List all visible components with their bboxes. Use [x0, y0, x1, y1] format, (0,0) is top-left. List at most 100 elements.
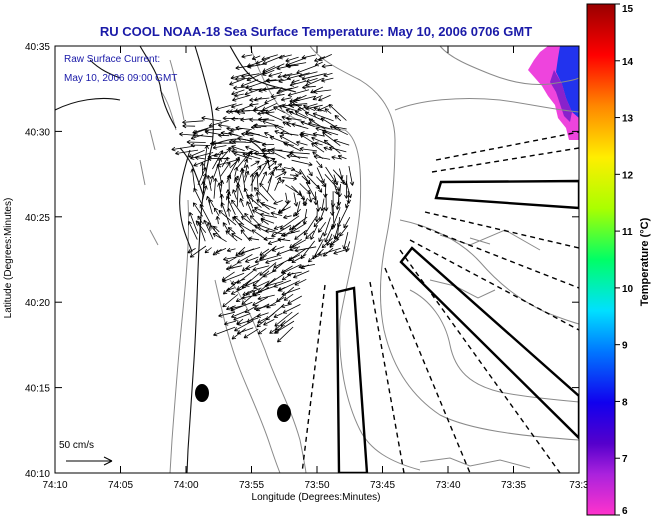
current-vector-arrow [206, 175, 212, 191]
current-vector-arrow [287, 89, 310, 97]
current-vector-arrow [307, 190, 313, 203]
current-vector-arrow [228, 131, 243, 138]
current-vector-arrow [245, 145, 260, 153]
current-vector-arrow [286, 153, 308, 159]
current-vector-arrow [238, 247, 261, 256]
current-vector-arrow [253, 280, 270, 289]
current-vector-arrow [257, 159, 269, 178]
current-vector-arrow [225, 230, 238, 242]
current-vector-arrow [281, 264, 302, 274]
current-vector-arrow [320, 117, 341, 131]
current-vector-arrow [339, 225, 349, 237]
y-tick-label: 40:10 [25, 469, 50, 480]
colorbar-tick-label: 14 [622, 57, 634, 68]
current-vector-arrow [280, 130, 299, 136]
y-axis-label: Latitude (Degrees:Minutes) [3, 198, 14, 319]
current-vector-arrow [299, 133, 316, 145]
current-vector-arrow [278, 54, 292, 60]
current-vector-arrow [232, 189, 237, 200]
current-vector-arrow [244, 212, 252, 223]
current-vector-arrow [314, 61, 323, 67]
current-vector-arrow [230, 72, 251, 80]
annotation-line-1: Raw Surface Current: [64, 54, 160, 65]
current-vector-arrow [262, 69, 275, 76]
current-vector-arrow [273, 312, 283, 318]
current-vector-arrow [231, 233, 243, 241]
current-vector-arrow [286, 271, 302, 277]
current-vector-arrow [324, 174, 341, 191]
current-vector-arrow [232, 139, 252, 144]
current-vector-arrow [322, 131, 341, 147]
colorbar-label: Temperature (°C) [639, 217, 651, 306]
current-vector-arrow [246, 201, 254, 217]
current-vector-arrow [294, 110, 315, 122]
current-vector-arrow [331, 155, 342, 160]
current-vector-arrow [318, 232, 324, 243]
current-vector-arrow [206, 195, 213, 215]
current-vector-arrow [312, 239, 324, 260]
colorbar-tick-label: 10 [622, 284, 634, 295]
current-vector-arrow [234, 177, 244, 200]
current-vector-arrow [320, 198, 325, 212]
current-vector-arrow [194, 155, 206, 161]
station-dot-2 [277, 404, 291, 422]
current-vector-arrow [259, 262, 277, 276]
current-vector-arrow [237, 254, 253, 264]
current-vector-arrow [348, 166, 355, 186]
x-tick-label: 73:50 [304, 480, 329, 491]
current-vector-arrow [213, 207, 220, 217]
current-vector-arrow [238, 223, 252, 232]
current-vector-arrow [236, 317, 259, 326]
current-vector-arrow [226, 126, 235, 131]
current-vector-arrow [264, 281, 284, 288]
current-vector-arrow [202, 185, 208, 201]
current-vector-arrow [260, 110, 283, 121]
current-vector-arrow [182, 119, 204, 125]
current-vector-arrow [276, 248, 292, 256]
current-vector-arrow [232, 94, 251, 102]
current-vector-arrow [298, 264, 315, 269]
current-vector-arrow [243, 170, 250, 183]
current-vector-arrow [262, 154, 275, 160]
current-vector-arrow [280, 303, 292, 309]
current-vector-arrow [251, 229, 268, 241]
current-vector-arrow [231, 145, 245, 152]
current-vector-arrow [287, 295, 302, 305]
current-vector-arrow [243, 328, 259, 339]
current-vector-arrow [204, 247, 212, 254]
current-vector-arrow [231, 89, 245, 96]
current-vector-arrow [277, 237, 291, 242]
current-vector-arrow [203, 219, 214, 240]
x-tick-label: 73:40 [435, 480, 460, 491]
current-vector-arrow [301, 73, 326, 81]
x-tick-label: 73:45 [370, 480, 395, 491]
current-vector-arrow [270, 211, 283, 216]
current-vector-arrow [323, 72, 333, 78]
current-vector-arrow [231, 103, 243, 109]
current-vector-arrow [323, 146, 332, 151]
current-vector-arrow [274, 325, 283, 334]
current-vector-arrow [286, 62, 307, 68]
current-vector-arrow [240, 117, 252, 122]
current-vector-arrow [244, 256, 259, 263]
current-vector-arrow [304, 111, 324, 121]
current-vector-arrow [249, 97, 270, 103]
current-vector-arrow [259, 212, 277, 218]
current-vector-arrow [278, 104, 299, 112]
current-vector-arrow [293, 95, 317, 103]
current-vector-arrow [231, 116, 244, 122]
current-vector-arrow [182, 123, 196, 129]
current-vector-arrow [244, 164, 249, 178]
current-vector-arrow [282, 141, 302, 152]
y-axis-ticks: 40:35 40:30 40:25 40:20 40:15 40:10 [25, 42, 579, 480]
current-vector-arrow [312, 132, 325, 137]
annotation-line-2: May 10, 2006 09:00 GMT [64, 73, 177, 84]
current-vector-arrow [318, 94, 331, 102]
current-vector-arrow [318, 221, 327, 233]
current-vector-arrow [324, 108, 332, 115]
current-vector-arrow [305, 230, 315, 240]
current-vector-arrow [318, 247, 341, 257]
current-vector-arrow [212, 150, 224, 170]
current-vector-arrow [256, 312, 275, 328]
